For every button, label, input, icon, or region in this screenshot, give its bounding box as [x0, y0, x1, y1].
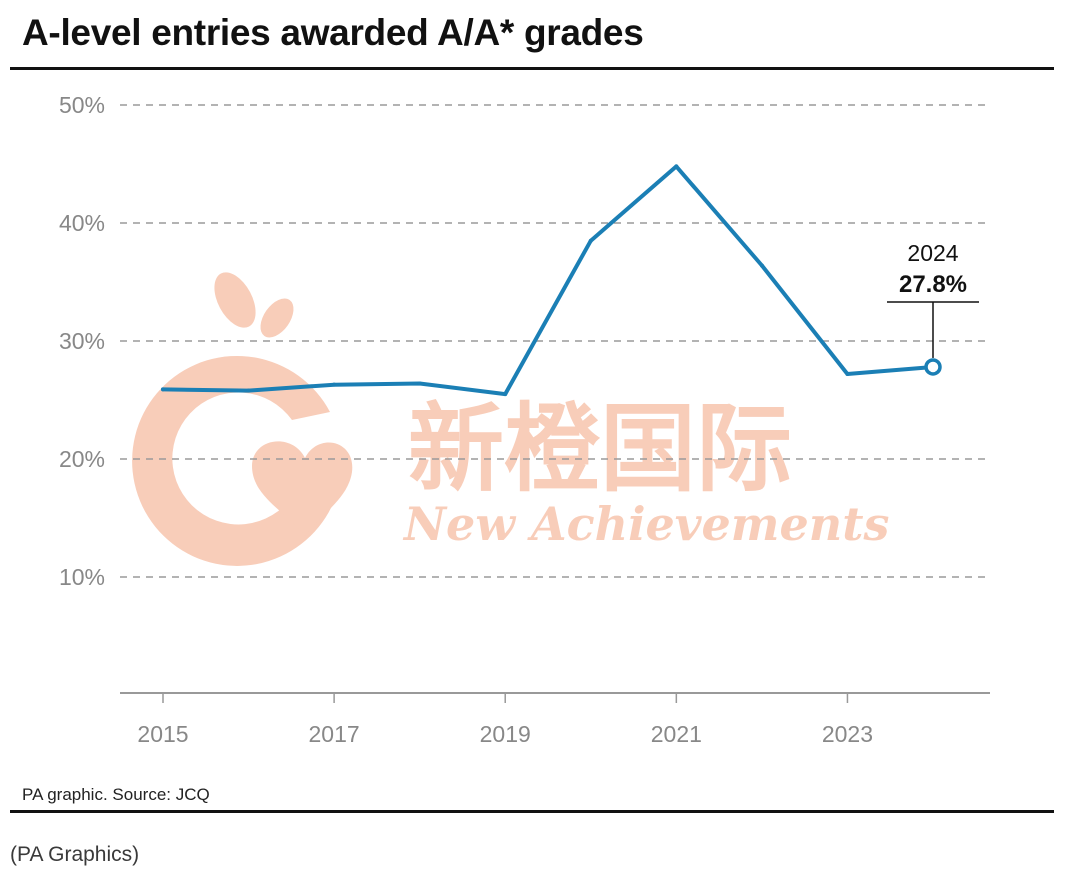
y-tick-label: 50%: [59, 92, 105, 118]
data-point: [332, 382, 337, 387]
data-point: [845, 372, 850, 377]
y-tick-label: 30%: [59, 328, 105, 354]
gridlines: [120, 104, 990, 578]
line-chart: 新橙国际 New Achievements 10% 20% 30% 40% 50% 20…: [59, 92, 990, 747]
data-point: [161, 387, 165, 392]
watermark-chinese-text: 新橙国际: [408, 393, 792, 505]
title-rule: [10, 67, 1054, 70]
series-layer: [161, 164, 942, 397]
x-tick-label: 2017: [309, 721, 360, 747]
footer-rule: [10, 810, 1054, 813]
annotation-value: 27.8%: [899, 271, 967, 298]
data-point: [246, 388, 251, 393]
series-line: [161, 164, 935, 397]
image-credit: (PA Graphics): [10, 843, 140, 866]
y-tick-label: 20%: [59, 446, 105, 472]
source-note: PA graphic. Source: JCQ: [22, 785, 210, 804]
x-tick-label: 2019: [480, 721, 531, 747]
chart-title: A-level entries awarded A/A* grades: [22, 12, 644, 53]
watermark: 新橙国际 New Achievements: [132, 272, 889, 566]
x-tick-label: 2015: [137, 721, 188, 747]
data-point: [759, 263, 764, 268]
annotation-year: 2024: [907, 240, 958, 266]
x-tick-label: 2021: [651, 721, 702, 747]
x-tick-label: 2023: [822, 721, 873, 747]
data-point: [588, 238, 593, 243]
y-axis: 10% 20% 30% 40% 50%: [59, 92, 105, 590]
data-point: [674, 164, 679, 169]
data-point: [503, 392, 508, 397]
data-point: [417, 381, 422, 386]
y-tick-label: 40%: [59, 210, 105, 236]
y-tick-label: 10%: [59, 564, 105, 590]
highlight-point: [924, 358, 942, 376]
x-axis: 2015 2017 2019 2021 2023: [137, 693, 873, 747]
annotation: 2024 27.8%: [887, 240, 979, 358]
watermark-english-text: New Achievements: [402, 497, 889, 551]
watermark-logo: [132, 272, 353, 566]
